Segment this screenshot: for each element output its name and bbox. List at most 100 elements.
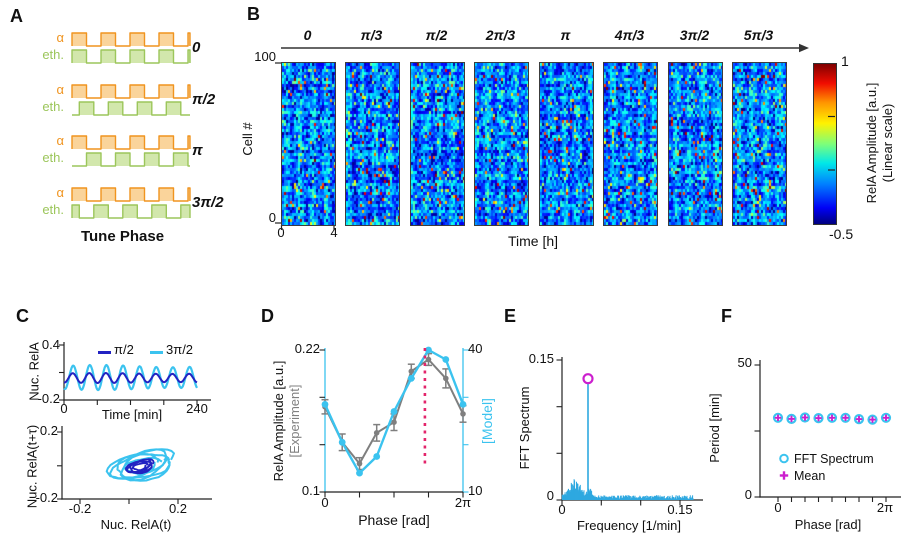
heatmap-phase-1 [345, 62, 400, 226]
colorbar-label-line1: RelA Amplitude [a.u.] [864, 82, 879, 204]
pulse-train-diagram [71, 32, 191, 219]
legend-dash-pi2 [98, 351, 111, 354]
period-point-circle [813, 413, 824, 424]
period-point-circle [772, 412, 784, 423]
trace-π/2 [63, 372, 198, 384]
d-left-ylabel-sub: [Experiment] [287, 384, 302, 458]
colorbar [813, 63, 837, 225]
f-legend-fft: FFT Spectrum [794, 452, 874, 466]
period-point-circle [799, 412, 811, 423]
heatmap-phase-label: 4π/3 [614, 27, 645, 43]
heatmap-canvas [733, 63, 786, 225]
d-xtick-0: 0 [321, 495, 329, 510]
c-bottom-ytick-min: -0.2 [35, 490, 58, 505]
heatmap-phase-label: 2π/3 [485, 27, 516, 43]
c-bottom-plot [57, 426, 212, 504]
d-right-ylabel: [Model] [479, 398, 495, 444]
f-plot [754, 360, 901, 502]
d-ytick-left-bottom: 0.1 [301, 483, 320, 498]
f-ytick-max: 50 [737, 355, 752, 370]
d-ytick-right-bottom: 10 [468, 483, 483, 498]
cell-axis-min: 0 [268, 210, 276, 225]
panel-f-letter: F [721, 306, 732, 326]
c-bottom-ytick-max: 0.2 [39, 423, 58, 438]
attractor-loop-3π/2 [116, 453, 171, 482]
colorbar-max: 1 [841, 53, 849, 69]
period-point-circle [840, 412, 851, 423]
d-xtick-2pi: 2π [454, 495, 472, 510]
attractor-loop-π/2 [125, 458, 155, 475]
e-xtick-0: 0 [558, 502, 566, 517]
f-xtick-0: 0 [774, 500, 782, 515]
colorbar-label-line2: (Linear scale) [880, 103, 895, 183]
signal-alpha-label: α [56, 133, 64, 148]
e-ytick-min: 0 [546, 488, 554, 503]
c-top-xlabel: Time [min] [101, 407, 163, 422]
heatmap-phase-4 [539, 62, 594, 226]
attractor-loop-π/2 [128, 460, 153, 474]
attractor-loop-π/2 [132, 462, 149, 472]
signal-alpha-label: α [56, 185, 64, 200]
model-line [323, 348, 465, 475]
d-xlabel: Phase [rad] [358, 512, 430, 528]
heatmap-phase-label: 0 [303, 27, 312, 43]
e-ylabel: FFT Spectrum [516, 386, 532, 470]
heatmap-canvas [346, 63, 399, 225]
c-top-ytick-min: -0.2 [37, 391, 60, 406]
f-xlabel: Phase [rad] [794, 517, 862, 532]
pulse-phase-label: π/2 [192, 91, 216, 108]
heatmap-canvas [282, 63, 335, 225]
period-point-circle [853, 414, 865, 425]
signal-eth-label: eth. [42, 99, 64, 114]
heatmap-phase-label: 3π/2 [679, 27, 710, 43]
heatmap-phase-label: π [560, 27, 571, 43]
c-top-ytick-max: 0.4 [41, 337, 60, 352]
signal-alpha-label: α [56, 82, 64, 97]
heatmap-phase-5 [603, 62, 658, 226]
c-bottom-xlabel: Nuc. RelA(t) [100, 517, 172, 532]
c-top-xtick-0: 0 [60, 401, 68, 416]
attractor-loop-3π/2 [109, 448, 171, 480]
d-ytick-left-top: 0.22 [294, 341, 320, 356]
heatmap-phase-6 [668, 62, 723, 226]
c-bottom-xtick-left: -0.2 [68, 501, 92, 516]
legend-label-3pi2: 3π/2 [166, 342, 194, 357]
panel-a-letter: A [10, 6, 23, 26]
panel-b-letter: B [247, 4, 260, 24]
signal-eth-label: eth. [42, 150, 64, 165]
f-xtick-2pi: 2π [876, 500, 894, 515]
pulse-phase-label: π [192, 142, 203, 159]
heatmap-canvas [475, 63, 528, 225]
trace-3π/2 [63, 363, 198, 392]
attractor-loop-3π/2 [123, 456, 159, 475]
d-plot [319, 346, 469, 498]
d-left-ylabel-main: RelA Amplitude [a.u.] [271, 360, 286, 482]
c-top-xtick-240: 240 [186, 401, 208, 416]
peak-marker-circle [582, 373, 594, 385]
e-ytick-max: 0.15 [528, 351, 554, 366]
period-point-circle [867, 414, 878, 425]
time-axis-t0: 0 [277, 225, 285, 240]
experiment-line [324, 358, 464, 465]
panel-e-letter: E [504, 306, 517, 326]
colorbar-min: -0.5 [829, 226, 854, 242]
f-ylabel: Period [min] [706, 393, 722, 463]
tune-phase-caption: Tune Phase [80, 228, 165, 245]
f-ytick-min: 0 [744, 487, 752, 502]
attractor-loop-π/2 [126, 458, 153, 474]
f-legend-mean: Mean [794, 469, 826, 483]
period-point-circle [786, 413, 797, 424]
pulse-phase-label: 0 [192, 39, 201, 56]
time-axis-label: Time [h] [507, 233, 559, 249]
heatmap-phase-label: 5π/3 [743, 27, 774, 43]
attractor-loop-3π/2 [105, 448, 175, 482]
period-point-circle [826, 412, 838, 423]
heatmap-phase-0 [281, 62, 336, 226]
attractor-loop-π/2 [130, 460, 151, 473]
heatmap-canvas [540, 63, 593, 225]
signal-eth-label: eth. [42, 47, 64, 62]
time-axis-t1: 4 [330, 225, 338, 240]
attractor-loop-3π/2 [119, 453, 167, 479]
heatmap-phase-label: π/2 [425, 27, 448, 43]
